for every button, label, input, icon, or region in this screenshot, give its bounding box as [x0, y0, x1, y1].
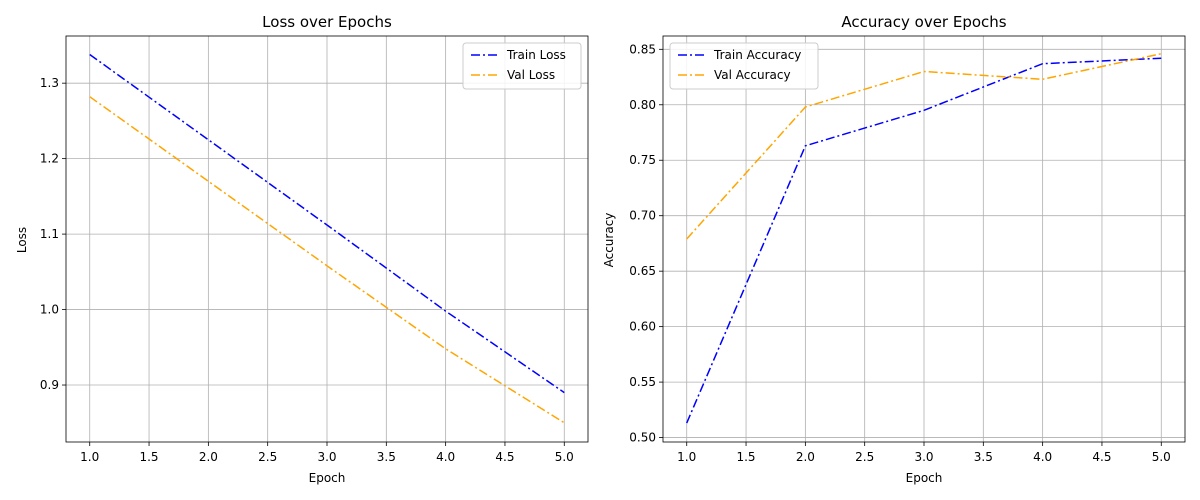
- x-tick-label: 4.0: [436, 450, 455, 464]
- plot-frame: [662, 35, 1186, 443]
- series-line-1: [89, 96, 565, 424]
- plot-frame: [65, 35, 589, 443]
- legend-label: Val Accuracy: [714, 68, 791, 82]
- x-tick-label: 3.0: [914, 450, 933, 464]
- y-tick-label: 0.50: [629, 431, 656, 445]
- series-line-0: [89, 53, 565, 394]
- x-tick-label: 3.5: [974, 450, 993, 464]
- chart-title: Loss over Epochs: [262, 13, 392, 31]
- y-axis-label: Accuracy: [602, 213, 616, 268]
- x-tick-label: 2.0: [796, 450, 815, 464]
- series-line-0: [686, 57, 1162, 424]
- y-tick-label: 0.75: [629, 153, 656, 167]
- y-tick-label: 0.60: [629, 320, 656, 334]
- y-axis-label: Loss: [15, 227, 29, 253]
- legend-box: [669, 42, 819, 90]
- x-tick-label: 4.5: [1092, 450, 1111, 464]
- chart-title: Accuracy over Epochs: [841, 13, 1006, 31]
- loss-chart-panel: Loss over Epochs Epoch Loss 1.0 1.5 2.0 2.5…: [15, 13, 589, 485]
- x-axis-label: Epoch: [906, 471, 943, 485]
- y-tick-label: 0.55: [629, 375, 656, 389]
- legend-label: Val Loss: [507, 68, 555, 82]
- x-tick-label: 3.0: [317, 450, 336, 464]
- x-tick-label: 1.5: [736, 450, 755, 464]
- series-line-1: [686, 52, 1162, 240]
- y-tick-label: 1.0: [40, 303, 59, 317]
- x-tick-label: 1.0: [677, 450, 696, 464]
- legend: Train Accuracy Val Accuracy: [669, 42, 819, 90]
- x-tick-label: 5.0: [1152, 450, 1171, 464]
- y-tick-label: 0.85: [629, 42, 656, 56]
- legend-label: Train Accuracy: [713, 48, 801, 62]
- x-tick-label: 1.0: [80, 450, 99, 464]
- accuracy-chart-panel: Accuracy over Epochs Epoch Accuracy 1.0 1…: [602, 13, 1186, 485]
- x-tick-label: 5.0: [555, 450, 574, 464]
- x-tick-label: 3.5: [377, 450, 396, 464]
- y-tick-label: 0.9: [40, 378, 59, 392]
- y-tick-label: 0.80: [629, 98, 656, 112]
- x-tick-label: 2.5: [855, 450, 874, 464]
- legend-label: Train Loss: [506, 48, 566, 62]
- y-tick-label: 0.65: [629, 264, 656, 278]
- legend: Train Loss Val Loss: [462, 42, 582, 90]
- x-tick-label: 2.0: [199, 450, 218, 464]
- x-tick-label: 2.5: [258, 450, 277, 464]
- x-tick-label: 1.5: [139, 450, 158, 464]
- y-tick-label: 1.1: [40, 227, 59, 241]
- x-tick-label: 4.0: [1033, 450, 1052, 464]
- y-tick-label: 0.70: [629, 209, 656, 223]
- grid: [66, 36, 588, 442]
- y-tick-label: 1.3: [40, 76, 59, 90]
- x-axis-label: Epoch: [309, 471, 346, 485]
- y-tick-label: 1.2: [40, 152, 59, 166]
- grid: [663, 36, 1185, 442]
- x-tick-label: 4.5: [495, 450, 514, 464]
